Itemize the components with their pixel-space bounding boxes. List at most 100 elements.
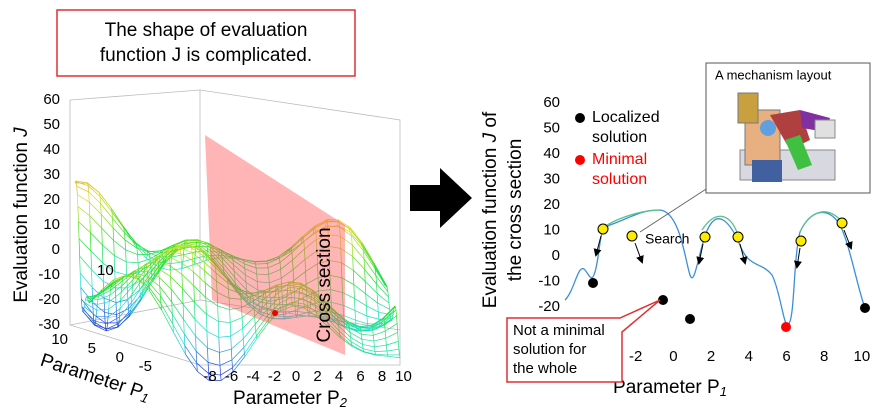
mesh-line [109,292,121,301]
mesh-line [354,298,355,310]
mesh-line [78,222,90,233]
mesh-line [186,240,187,241]
mesh-line [361,334,362,339]
mesh-line [376,355,388,356]
mesh-line [353,257,365,270]
mesh-line [102,245,114,256]
mesh-line [207,331,208,348]
mesh-line [90,233,91,251]
mesh-line [160,287,172,302]
mesh-line [345,327,346,328]
mesh-line [365,281,377,293]
mesh-line [364,259,365,269]
mesh-line [194,286,195,302]
mesh-line [387,351,388,355]
y-tick-label: 30 [543,170,560,187]
z-tick-label: 0 [52,241,60,258]
mesh-line [97,309,109,310]
mesh-line [85,299,86,302]
p2-axis-label: Parameter P2 [233,388,348,409]
mesh-line [121,286,133,300]
figure: The shape of evaluation function J is co… [0,0,876,409]
mesh-line [386,285,387,286]
mesh-line [208,348,209,362]
mesh-line [80,256,92,270]
mesh-line [364,352,376,355]
mesh-line [114,255,126,261]
mesh-line [126,262,127,275]
mesh-line [185,354,197,371]
p2-tick-label: 4 [335,368,343,385]
mesh-line [378,312,379,319]
mesh-line [193,261,194,272]
mesh-line [109,300,121,309]
mesh-line [352,347,364,353]
callout-line: Not a minimal [513,322,605,339]
plane-label: Cross section [314,227,335,342]
mesh-line [101,214,102,228]
mesh-line [243,324,255,338]
mesh-line [124,233,125,240]
mesh-line [181,263,193,272]
p2-tick-label: 2 [313,368,321,385]
p2-axis-label-sub: 2 [339,395,348,409]
mesh-line [221,375,222,380]
mesh-line [111,208,112,209]
y-axis-label-italic: J [480,132,501,143]
mesh-line [78,222,79,239]
mesh-line [362,339,374,341]
mesh-line [231,349,232,360]
p2-tick-label: -6 [225,368,238,385]
mesh-line [396,310,397,316]
mesh-line [366,294,378,303]
mesh-line [196,336,197,351]
mesh-line [125,240,126,250]
mesh-line [232,347,244,359]
mesh-line [126,250,138,255]
p2-tick-label: 6 [356,368,364,385]
mesh-line [80,256,81,273]
mesh-line [205,271,206,283]
y-axis-label: the cross section [505,139,526,282]
search-label: Search [645,231,689,247]
mesh-line [373,331,385,335]
y-axis-label-text: Evaluation function [480,142,501,308]
mesh-line [171,277,172,289]
mesh-line [159,277,171,289]
mesh-line [366,306,367,316]
mesh-line [99,193,111,209]
mesh-line [395,307,396,310]
mesh-line [206,314,218,321]
mesh-line [230,323,231,337]
mesh-line [90,216,102,228]
mesh-line [230,318,242,323]
mesh-line [193,272,205,283]
mesh-line [138,255,139,263]
p2-tick-label: -4 [246,368,259,385]
mesh-line [172,314,184,334]
mesh-line [159,277,160,286]
legend-label: solution [592,171,647,188]
mesh-line [184,334,185,346]
mesh-line [125,240,137,248]
mesh-line [365,269,366,281]
mesh-line [243,316,255,328]
mesh-line [89,192,90,202]
mesh-line [397,324,398,333]
mesh-line [115,272,116,288]
mesh-line [365,269,377,284]
mesh-line [183,304,195,319]
z-tick-label: 30 [43,166,60,183]
mesh-line [105,312,106,322]
mesh-line [85,297,86,299]
z-tick-label: 20 [43,191,60,208]
mesh-line [193,272,194,286]
y-axis-label: Evaluation function J of [480,111,501,308]
x-tick-label: -2 [629,348,642,365]
mesh-line [102,228,114,240]
mesh-line [148,251,149,252]
mesh-line [353,257,354,271]
mesh-line [181,263,182,275]
mesh-line [352,236,353,245]
mesh-line [388,297,389,303]
